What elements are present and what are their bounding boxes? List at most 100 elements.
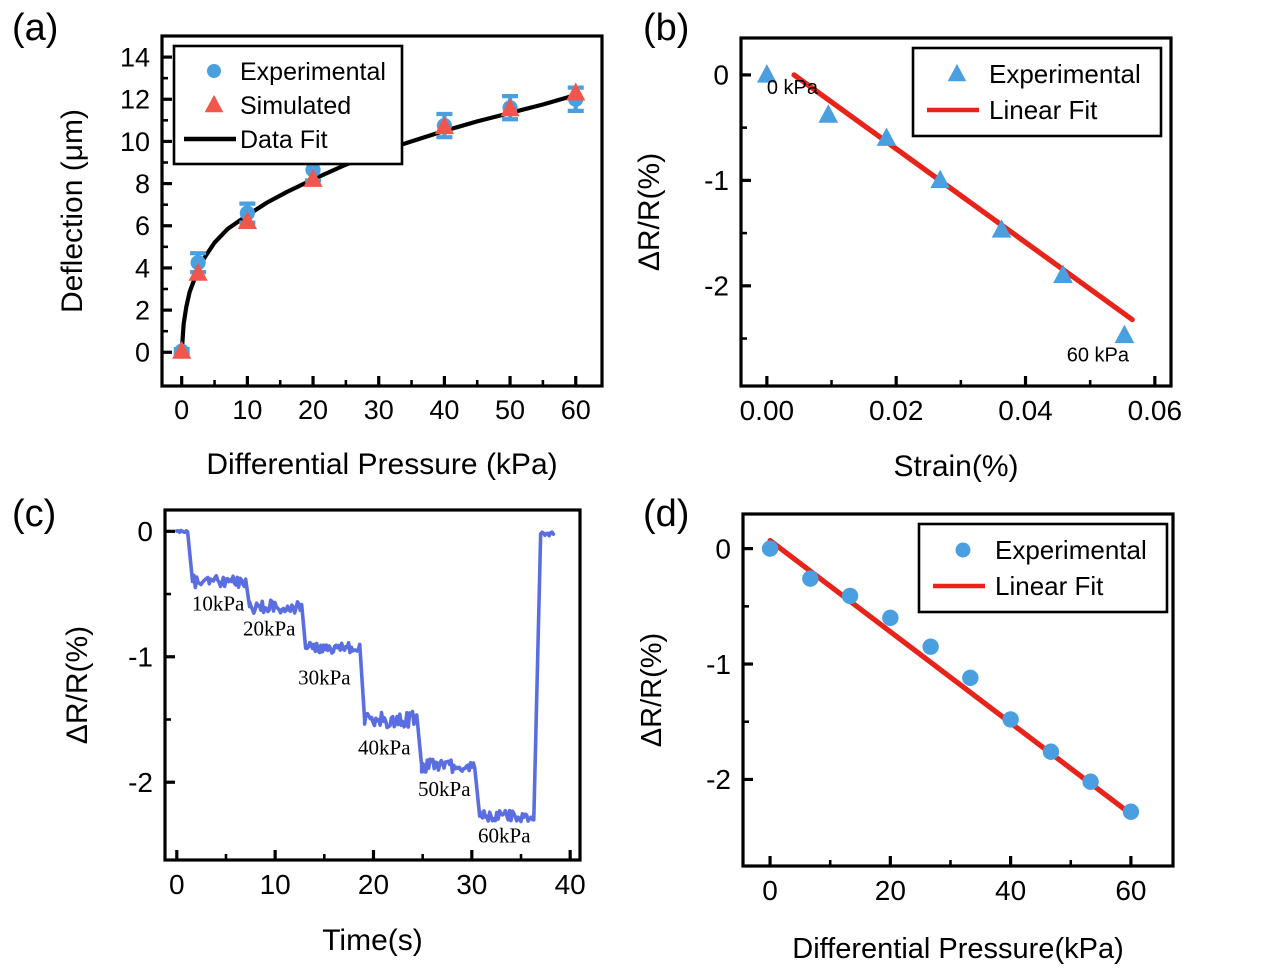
linear-fit-line bbox=[767, 537, 1134, 817]
simulated-point bbox=[566, 82, 586, 101]
panel-tag: (c) bbox=[12, 493, 56, 535]
y-tick-label: 14 bbox=[120, 43, 150, 73]
legend-marker-circle bbox=[955, 542, 971, 558]
experimental-point bbox=[190, 255, 206, 271]
x-tick-label: 0.00 bbox=[740, 395, 795, 426]
x-tick-label: 40 bbox=[555, 869, 586, 900]
simulated-point bbox=[172, 340, 192, 359]
simulated-point bbox=[303, 168, 323, 187]
experimental-point bbox=[1122, 803, 1140, 820]
panel-a-deflection-vs-pressure: (a) 0 10 20 30 40 50 60 0 2 4 6 8 10 12 14 Differential … bbox=[0, 0, 631, 484]
legend-label: Experimental bbox=[995, 535, 1147, 565]
annotations: 0 kPa 60 kPa bbox=[767, 77, 1130, 367]
y-tick-label: 0 bbox=[715, 533, 731, 564]
experimental-series bbox=[756, 64, 1135, 344]
x-tick-label: 40 bbox=[995, 875, 1026, 906]
experimental-point bbox=[1053, 264, 1073, 283]
experimental-point bbox=[991, 219, 1012, 238]
legend-box bbox=[917, 522, 1169, 614]
y-tick-label: -2 bbox=[128, 767, 153, 798]
simulated-point bbox=[237, 211, 257, 230]
x-axis-label: Time(s) bbox=[322, 924, 423, 957]
x-tick-label: 10 bbox=[260, 869, 291, 900]
pressure-annotation: 30kPa bbox=[298, 665, 351, 689]
legend-marker-circle bbox=[207, 64, 221, 78]
experimental-point bbox=[930, 169, 951, 189]
pressure-annotation: 50kPa bbox=[418, 777, 471, 801]
experimental-point bbox=[1002, 711, 1019, 728]
plot-area bbox=[756, 64, 1135, 344]
plot-frame bbox=[739, 36, 1173, 388]
y-tick-label: -1 bbox=[704, 165, 729, 196]
pressure-annotation: 60kPa bbox=[478, 823, 531, 847]
experimental-point bbox=[1114, 324, 1135, 344]
legend: Experimental Linear Fit bbox=[917, 522, 1169, 614]
y-tick-label: -2 bbox=[704, 271, 729, 302]
x-tick-label: 0.04 bbox=[998, 395, 1052, 426]
y-tick-label: 0 bbox=[137, 516, 153, 547]
x-tick-label: 20 bbox=[358, 869, 389, 900]
simulated-point bbox=[434, 116, 454, 135]
panel-tag: (a) bbox=[12, 7, 58, 49]
axis-ticks: 0 10 20 30 40 50 60 0 2 4 6 8 10 12 14 bbox=[120, 43, 591, 425]
x-tick-label: 30 bbox=[364, 395, 394, 425]
simulated-point bbox=[500, 98, 520, 117]
x-tick-label: 0 bbox=[169, 869, 185, 900]
panel-a-svg: (a) 0 10 20 30 40 50 60 0 2 4 6 8 10 12 14 Differential … bbox=[12, 7, 604, 481]
legend-marker-triangle bbox=[947, 63, 967, 82]
panel-b-svg: (b) 0.00 0.02 0.04 0.06 0 -1 -2 Strain(%) ΔR/R(%)… bbox=[633, 7, 1182, 483]
y-tick-label: 8 bbox=[135, 169, 150, 199]
pressure-annotation: 60 kPa bbox=[1067, 345, 1130, 367]
experimental-point bbox=[802, 570, 819, 587]
experimental-point bbox=[756, 64, 777, 83]
linear-fit-line bbox=[791, 72, 1135, 323]
plot-area bbox=[761, 537, 1140, 820]
x-axis-label: Differential Pressure (kPa) bbox=[206, 448, 557, 481]
pressure-annotation: 10kPa bbox=[192, 591, 245, 615]
panel-c-svg: (c) 0 10 20 30 40 0 -1 -2 Time(s) ΔR/R(%) 10kPa20kP… bbox=[12, 493, 586, 957]
axis-ticks: 0.00 0.02 0.04 0.06 0 -1 -2 bbox=[704, 60, 1182, 426]
x-tick-label: 50 bbox=[495, 395, 525, 425]
legend-label: Data Fit bbox=[240, 126, 328, 154]
experimental-point bbox=[882, 609, 899, 627]
panel-tag: (d) bbox=[643, 493, 689, 535]
experimental-point bbox=[922, 638, 939, 655]
legend-label: Simulated bbox=[240, 92, 351, 120]
axis-ticks: 0 10 20 30 40 0 -1 -2 bbox=[128, 516, 586, 900]
simulated-point bbox=[188, 262, 208, 281]
y-tick-label: -2 bbox=[706, 764, 731, 795]
y-tick-label: 0 bbox=[713, 60, 729, 91]
legend-label: Experimental bbox=[989, 59, 1141, 89]
legend: Experimental Simulated Data Fit bbox=[172, 44, 404, 166]
y-tick-label: 12 bbox=[120, 85, 150, 115]
panel-b-resistance-vs-strain: (b) 0.00 0.02 0.04 0.06 0 -1 -2 Strain(%) ΔR/R(%)… bbox=[631, 0, 1261, 484]
pressure-annotation: 40kPa bbox=[358, 736, 411, 760]
plot-frame bbox=[741, 512, 1175, 868]
y-axis-label: ΔR/R(%) bbox=[636, 633, 668, 747]
experimental-point bbox=[841, 587, 859, 605]
x-tick-label: 20 bbox=[298, 395, 328, 425]
experimental-point bbox=[1082, 773, 1099, 790]
x-axis-label: Strain(%) bbox=[893, 450, 1018, 483]
experimental-point bbox=[962, 669, 979, 687]
experimental-point bbox=[876, 127, 897, 146]
panel-d-svg: (d) 0 20 40 60 0 -1 -2 Differential Pressure(kPa… bbox=[636, 493, 1175, 965]
legend-label: Linear Fit bbox=[995, 571, 1104, 601]
panel-d-resistance-vs-pressure: (d) 0 20 40 60 0 -1 -2 Differential Pressure(kPa… bbox=[631, 484, 1261, 969]
experimental-point bbox=[818, 104, 839, 123]
legend-label: Linear Fit bbox=[989, 95, 1098, 125]
x-axis-label: Differential Pressure(kPa) bbox=[792, 933, 1123, 965]
y-tick-label: 0 bbox=[135, 338, 150, 368]
plot-frame bbox=[160, 34, 604, 388]
plot-frame bbox=[163, 508, 582, 862]
x-tick-label: 20 bbox=[875, 875, 906, 906]
y-tick-label: 4 bbox=[135, 253, 150, 283]
legend-label: Experimental bbox=[240, 58, 386, 86]
y-tick-label: 10 bbox=[120, 127, 150, 157]
axis-ticks: 0 20 40 60 0 -1 -2 bbox=[706, 533, 1146, 906]
y-tick-label: -1 bbox=[128, 642, 153, 673]
legend-box bbox=[911, 46, 1163, 138]
y-tick-label: -1 bbox=[706, 649, 731, 680]
x-tick-label: 30 bbox=[456, 869, 487, 900]
data-fit-curve bbox=[179, 92, 578, 355]
